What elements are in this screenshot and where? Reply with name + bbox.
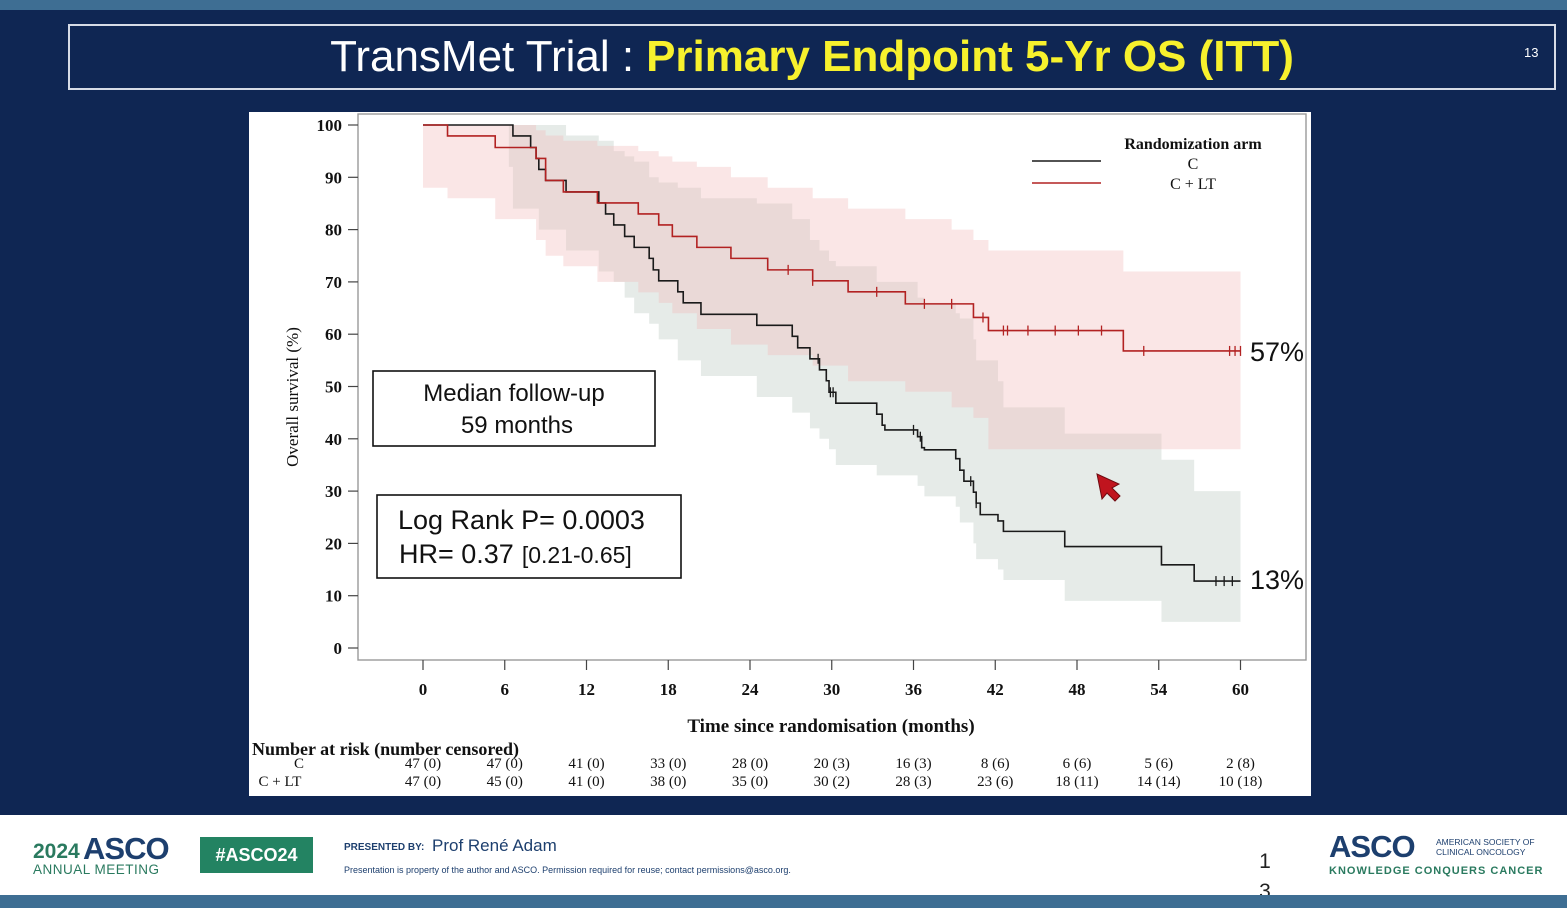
y-axis-label: Overall survival (%) — [283, 327, 302, 467]
legend: Randomization arm C C + LT — [1032, 136, 1262, 193]
slide-number: 13 — [1524, 45, 1539, 60]
hr-ci: [0.21-0.65] — [522, 542, 632, 568]
risk-cell-c: 47 (0) — [405, 756, 441, 772]
risk-cell-c: 6 (6) — [1063, 756, 1092, 772]
risk-cell-c: 33 (0) — [650, 756, 686, 772]
risk-cell-clt: 47 (0) — [405, 774, 441, 790]
presented-by-label: PRESENTED BY: — [344, 842, 425, 853]
y-tick-label: 70 — [325, 273, 342, 292]
chart-axes — [348, 113, 1307, 670]
hr-main: HR= 0.37 — [399, 539, 514, 569]
risk-table: Number at risk (number censored) C C + L… — [252, 739, 1262, 790]
x-tick-label: 30 — [823, 680, 840, 699]
page-number: 1 3 — [1259, 850, 1271, 895]
legend-entry-c: C — [1188, 156, 1199, 173]
legend-entry-clt: C + LT — [1170, 176, 1216, 193]
y-tick-label: 80 — [325, 221, 342, 240]
top-accent-strip — [0, 0, 1567, 10]
asco-tagline: KNOWLEDGE CONQUERS CANCER — [1329, 865, 1544, 877]
title-plain: TransMet Trial : — [330, 32, 635, 81]
risk-row-label-clt: C + LT — [259, 774, 302, 790]
survival-curve-clt — [423, 124, 1241, 352]
y-tick-label: 90 — [325, 168, 342, 187]
x-tick-label: 18 — [660, 680, 677, 699]
risk-cell-c: 5 (6) — [1144, 756, 1173, 772]
risk-cell-clt: 30 (2) — [814, 774, 850, 790]
risk-cell-c: 28 (0) — [732, 756, 768, 772]
chart-panel: 0 10 20 30 40 50 60 70 80 90 100 0 6 12 18 24 30 36 42 48 54… — [249, 112, 1311, 796]
asco-subtitle: AMERICAN SOCIETY OF CLINICAL ONCOLOGY — [1436, 837, 1535, 857]
risk-cell-clt: 14 (14) — [1137, 774, 1181, 790]
risk-cell-clt: 45 (0) — [487, 774, 523, 790]
footer-annual-meeting: ANNUAL MEETING — [33, 862, 160, 877]
y-tick-label: 30 — [325, 482, 342, 501]
survival-curves — [423, 124, 1241, 582]
risk-row-label-c: C — [294, 756, 304, 772]
risk-cell-clt: 18 (11) — [1055, 774, 1098, 790]
risk-cell-clt: 38 (0) — [650, 774, 686, 790]
survival-curve-c — [423, 124, 1241, 582]
kaplan-meier-chart: 0 10 20 30 40 50 60 70 80 90 100 0 6 12 18 24 30 36 42 48 54… — [252, 113, 1307, 790]
risk-cell-c: 41 (0) — [568, 756, 604, 772]
risk-cell-clt: 41 (0) — [568, 774, 604, 790]
logrank-box: Log Rank P= 0.0003 HR= 0.37 [0.21-0.65] — [376, 494, 682, 579]
x-tick-label: 42 — [987, 680, 1004, 699]
cursor-arrow-icon — [1096, 473, 1121, 502]
risk-cell-c: 16 (3) — [895, 756, 931, 772]
bottom-accent-strip — [0, 895, 1567, 908]
risk-cell-clt: 23 (6) — [977, 774, 1013, 790]
x-tick-label: 0 — [419, 680, 428, 699]
risk-cell-c: 20 (3) — [814, 756, 850, 772]
end-label-clt: 57% — [1250, 337, 1304, 367]
risk-table-title: Number at risk (number censored) — [252, 739, 519, 760]
x-tick-label: 54 — [1150, 680, 1168, 699]
y-tick-label: 100 — [317, 116, 343, 135]
y-tick-label: 40 — [325, 430, 342, 449]
ci-band-clt — [423, 125, 1241, 450]
y-tick-label: 0 — [334, 639, 343, 658]
x-tick-label: 24 — [742, 680, 760, 699]
footer-asco-logo: ASCO — [83, 831, 170, 866]
risk-cell-clt: 10 (18) — [1219, 774, 1263, 790]
hr-text: HR= 0.37 [0.21-0.65] — [399, 539, 632, 569]
ci-bands — [423, 125, 1241, 622]
title-highlight: Primary Endpoint 5-Yr OS (ITT) — [646, 32, 1294, 81]
logrank-text: Log Rank P= 0.0003 — [398, 505, 645, 535]
x-tick-label: 12 — [578, 680, 595, 699]
median-followup-line1: Median follow-up — [423, 380, 604, 407]
disclaimer-text: Presentation is property of the author a… — [344, 865, 791, 875]
median-followup-line2: 59 months — [461, 412, 573, 439]
end-label-c: 13% — [1250, 565, 1304, 595]
slide-title: TransMet Trial : Primary Endpoint 5-Yr O… — [68, 24, 1556, 90]
y-tick-label: 60 — [325, 325, 342, 344]
footer-year: 2024 — [33, 840, 80, 863]
median-followup-box: Median follow-up 59 months — [372, 370, 656, 447]
censor-marks — [787, 264, 1242, 587]
y-tick-label: 10 — [325, 587, 342, 606]
risk-cell-c: 47 (0) — [487, 756, 523, 772]
hashtag-badge: #ASCO24 — [200, 837, 313, 873]
asco-logo-right: ASCO — [1329, 829, 1416, 864]
x-tick-label: 6 — [501, 680, 510, 699]
y-tick-label: 20 — [325, 534, 342, 553]
risk-cell-clt: 28 (3) — [895, 774, 931, 790]
risk-cell-c: 8 (6) — [981, 756, 1010, 772]
risk-cell-clt: 35 (0) — [732, 774, 768, 790]
footer-bar: 2024 ASCO ANNUAL MEETING #ASCO24 PRESENT… — [0, 815, 1567, 895]
x-tick-label: 60 — [1232, 680, 1249, 699]
risk-cell-c: 2 (8) — [1226, 756, 1255, 772]
legend-title: Randomization arm — [1124, 136, 1262, 153]
x-tick-label: 48 — [1069, 680, 1086, 699]
x-axis-label: Time since randomisation (months) — [687, 716, 974, 737]
y-tick-label: 50 — [325, 378, 342, 397]
x-tick-label: 36 — [905, 680, 922, 699]
presenter-name: Prof René Adam — [432, 836, 557, 855]
ci-band-c — [423, 125, 1241, 622]
tick-labels: 0 10 20 30 40 50 60 70 80 90 100 0 6 12 18 24 30 36 42 48 54… — [317, 116, 1250, 699]
